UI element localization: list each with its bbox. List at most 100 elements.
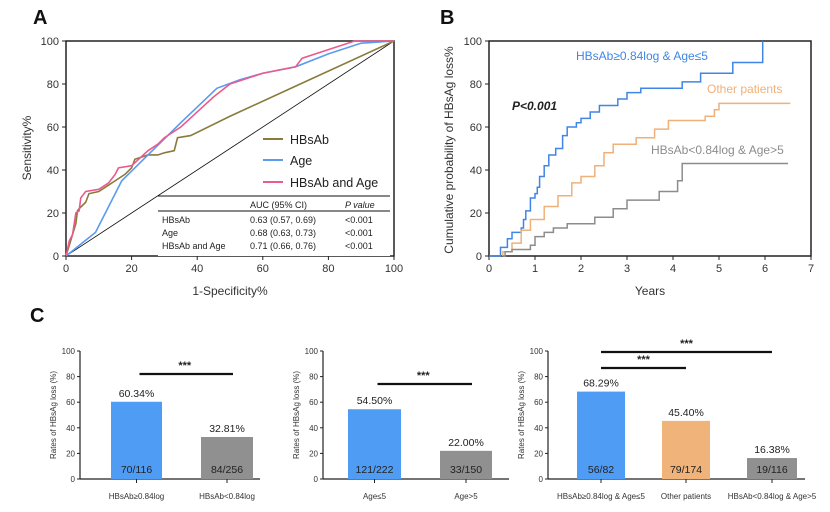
auc-table: AUC (95% CI) P value HBsAb 0.63 (0.57, 0.… xyxy=(158,195,390,256)
significance-stars: *** xyxy=(637,354,651,366)
x-tick-label: 0 xyxy=(63,263,69,275)
bar xyxy=(201,437,253,479)
x-tick-label: 2 xyxy=(578,263,584,275)
km-label-orange: Other patients xyxy=(707,82,782,96)
bar-category-label: HBsAb<0.84log xyxy=(199,492,255,501)
y-tick-label: 100 xyxy=(41,36,59,48)
y-tick-label: 40 xyxy=(309,424,318,433)
y-tick-label: 0 xyxy=(71,475,76,484)
bar-value-label: 60.34% xyxy=(119,388,155,400)
y-tick-label: 80 xyxy=(47,79,59,91)
bar xyxy=(747,458,797,479)
km-curve-gray xyxy=(502,162,788,257)
y-tick-label: 80 xyxy=(66,373,75,382)
x-tick-label: 7 xyxy=(808,263,814,275)
y-tick-label: 20 xyxy=(534,449,543,458)
y-tick-label: 100 xyxy=(530,347,544,356)
y-tick-label: 40 xyxy=(470,165,482,177)
table-row-auc: 0.71 (0.66, 0.76) xyxy=(250,241,316,251)
bar-value-label: 16.38% xyxy=(754,444,790,456)
roc-curve-hbsab xyxy=(65,40,395,257)
km-ylabel: Cumulative probability of HBsAg loss% xyxy=(442,46,456,254)
bar-category-label: HBsAb≥0.84log & Age≤5 xyxy=(557,492,646,501)
bar-category-label: Age>5 xyxy=(454,492,478,501)
bar-category-label: Age≤5 xyxy=(363,492,387,501)
bar-value-label: 22.00% xyxy=(448,437,484,449)
y-tick-label: 40 xyxy=(47,165,59,177)
bar-count-label: 121/222 xyxy=(356,464,394,476)
table-row-auc: 0.68 (0.63, 0.73) xyxy=(250,228,316,238)
table-row-auc: 0.63 (0.57, 0.69) xyxy=(250,215,316,225)
bar-charts: 0 20 40 60 80 100 Rates of HBsAg loss (%) 60.34… xyxy=(49,338,817,501)
x-tick-label: 100 xyxy=(385,263,403,275)
roc-chart: 1-Specificity% Sensitivity% HBsAb Age HB… xyxy=(20,36,403,298)
km-label-gray: HBsAb<0.84log & Age>5 xyxy=(651,143,784,157)
bar-value-label: 45.40% xyxy=(668,407,704,419)
bar-ylabel: Rates of HBsAg loss (%) xyxy=(517,371,526,459)
y-tick-label: 100 xyxy=(62,347,76,356)
x-tick-label: 60 xyxy=(257,263,269,275)
y-tick-label: 20 xyxy=(66,449,75,458)
x-tick-label: 80 xyxy=(322,263,334,275)
bar-count-label: 33/150 xyxy=(450,464,482,476)
x-tick-label: 6 xyxy=(762,263,768,275)
panel-label-a: A xyxy=(33,7,47,29)
km-pvalue: P<0.001 xyxy=(512,99,557,113)
y-tick-label: 100 xyxy=(305,347,319,356)
x-tick-label: 20 xyxy=(125,263,137,275)
bar-value-label: 32.81% xyxy=(209,423,245,435)
km-curve-orange xyxy=(502,102,791,256)
y-tick-label: 20 xyxy=(470,208,482,220)
bar-ylabel: Rates of HBsAg loss (%) xyxy=(49,371,58,459)
bar-category-label: Other patients xyxy=(661,492,711,501)
y-tick-label: 80 xyxy=(470,79,482,91)
bar-count-label: 70/116 xyxy=(121,464,152,476)
y-tick-label: 0 xyxy=(314,475,319,484)
y-tick-label: 60 xyxy=(66,398,75,407)
table-row-p: <0.001 xyxy=(345,215,373,225)
x-tick-label: 4 xyxy=(670,263,676,275)
bar-chart-3: 0 20 40 60 80 100 Rates of HBsAg loss (%) 68.29… xyxy=(517,338,817,501)
y-tick-label: 60 xyxy=(309,398,318,407)
roc-legend: HBsAb Age HBsAb and Age xyxy=(263,133,378,190)
roc-curve-age xyxy=(65,40,395,257)
bar-count-label: 19/116 xyxy=(756,464,787,476)
table-header-p: P value xyxy=(345,200,375,210)
km-label-blue: HBsAb≥0.84log & Age≤5 xyxy=(576,49,708,63)
bar xyxy=(662,420,710,479)
y-tick-label: 60 xyxy=(47,122,59,134)
bar-category-label: HBsAb≥0.84log xyxy=(109,492,165,501)
bar xyxy=(111,401,162,479)
bar xyxy=(440,450,492,479)
roc-curve-combined xyxy=(65,40,394,257)
legend-hbsab: HBsAb xyxy=(290,133,329,147)
bar-chart-2: 0 20 40 60 80 100 Rates of HBsAg loss (%) 54.50… xyxy=(292,347,509,501)
bar-count-label: 56/82 xyxy=(588,464,614,476)
bar xyxy=(577,391,625,479)
x-tick-label: 40 xyxy=(191,263,203,275)
table-header-auc: AUC (95% CI) xyxy=(250,200,307,210)
table-row-p: <0.001 xyxy=(345,228,373,238)
legend-combined: HBsAb and Age xyxy=(290,176,378,190)
reference-diagonal xyxy=(65,40,395,257)
x-tick-label: 1 xyxy=(532,263,538,275)
km-curve-blue xyxy=(489,41,764,257)
bar-count-label: 84/256 xyxy=(211,464,243,476)
bar-ylabel: Rates of HBsAg loss (%) xyxy=(292,371,301,459)
legend-age: Age xyxy=(290,154,312,168)
bar-value-label: 68.29% xyxy=(583,378,619,390)
y-tick-label: 40 xyxy=(534,424,543,433)
y-tick-label: 60 xyxy=(470,122,482,134)
y-tick-label: 80 xyxy=(309,373,318,382)
y-tick-label: 20 xyxy=(309,449,318,458)
table-row-label: HBsAb xyxy=(162,215,190,225)
km-plot-frame xyxy=(488,40,812,257)
km-xlabel: Years xyxy=(635,284,665,298)
roc-xlabel: 1-Specificity% xyxy=(192,284,268,298)
y-tick-label: 100 xyxy=(464,36,482,48)
y-tick-label: 60 xyxy=(534,398,543,407)
auc-table-bg xyxy=(158,196,390,256)
table-row-label: HBsAb and Age xyxy=(162,241,226,251)
significance-stars: *** xyxy=(417,370,431,382)
y-tick-label: 0 xyxy=(539,475,544,484)
